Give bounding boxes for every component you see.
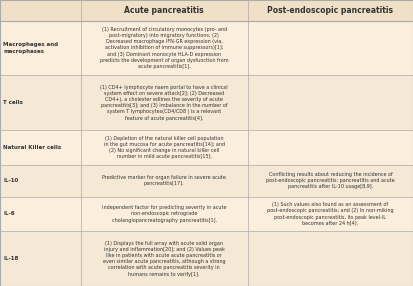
Bar xyxy=(0,21,413,75)
Text: Acute pancreatitis: Acute pancreatitis xyxy=(124,6,204,15)
Text: Conflicting results about reducing the incidence of
post-endoscopic pancreatitis: Conflicting results about reducing the i… xyxy=(266,172,395,189)
Text: IL-6: IL-6 xyxy=(3,211,15,217)
Bar xyxy=(0,130,413,165)
Bar xyxy=(0,75,413,130)
Bar xyxy=(0,165,413,196)
Text: Independent factor for predicting severity in acute
non-endoscopic retrograde
ch: Independent factor for predicting severi… xyxy=(102,205,226,223)
Text: IL-18: IL-18 xyxy=(3,256,19,261)
Text: Macrophages and
macrophases: Macrophages and macrophases xyxy=(3,42,58,53)
Text: Post-endoscopic pancreatitis: Post-endoscopic pancreatitis xyxy=(267,6,394,15)
Text: Predictive marker for organ failure in severe acute
pancreatitis[17].: Predictive marker for organ failure in s… xyxy=(102,175,226,186)
Text: T cells: T cells xyxy=(3,100,23,105)
Bar xyxy=(0,196,413,231)
Text: (1) CD4+ lymphocyte naem portal to have a clinical
system effect on severe attac: (1) CD4+ lymphocyte naem portal to have … xyxy=(100,85,228,121)
Bar xyxy=(0,231,413,286)
Text: (1) Recruitment of circulatory monocytes (pro- and
post-migratory) into migrator: (1) Recruitment of circulatory monocytes… xyxy=(100,27,228,69)
Text: (1) Depletion of the natural killer cell population
in the gut mucosa for acute : (1) Depletion of the natural killer cell… xyxy=(104,136,225,159)
Text: Natural Killer cells: Natural Killer cells xyxy=(3,145,62,150)
Text: (1) Displays the full array with acute solid organ
injury and inflammation[20]; : (1) Displays the full array with acute s… xyxy=(103,241,225,277)
Text: (1) Such values also found as an assessment of
post-endoscopic pancreatitis; and: (1) Such values also found as an assessm… xyxy=(267,202,394,226)
Bar xyxy=(0,0,413,21)
Text: IL-10: IL-10 xyxy=(3,178,19,183)
